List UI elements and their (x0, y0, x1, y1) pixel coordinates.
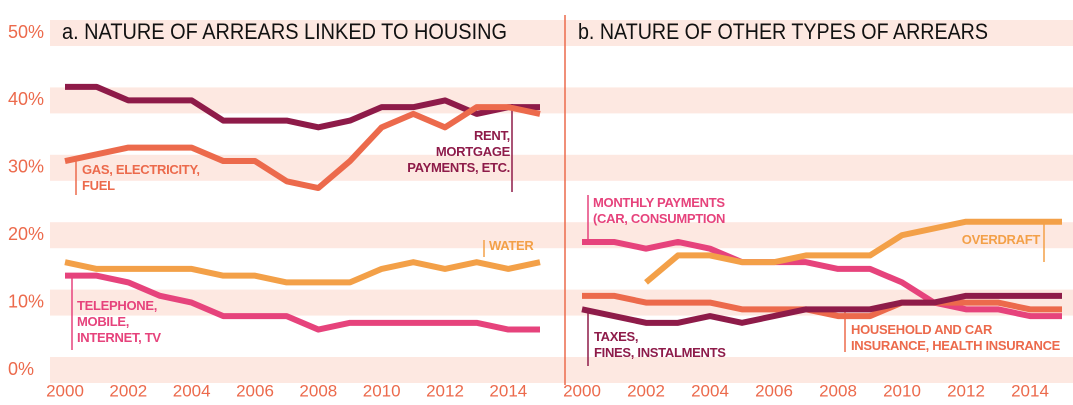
x-tick-label: 2014 (1011, 381, 1049, 400)
panel-title: b. NATURE OF OTHER TYPES OF ARREARS (578, 19, 988, 44)
grid-band (50, 357, 1073, 383)
x-tick-label: 2004 (691, 381, 729, 400)
grid-band (50, 87, 1073, 114)
series-label: TAXES, FINES, INSTALMENTS (594, 329, 726, 360)
series-label: OVERDRAFT (961, 232, 1041, 247)
y-tick-label: 0% (8, 359, 34, 379)
series-label: HOUSEHOLD AND CAR INSURANCE, HEALTH INSU… (851, 322, 1061, 353)
x-tick-label: 2002 (627, 381, 665, 400)
panel-title: a. NATURE OF ARREARS LINKED TO HOUSING (62, 19, 507, 44)
series-label: WATER (489, 238, 534, 253)
series-line (582, 292, 1062, 320)
y-tick-label: 30% (8, 157, 44, 177)
y-tick-label: 10% (8, 291, 44, 311)
series-label: MONTHLY PAYMENTS (CAR, CONSUMPTION (593, 195, 726, 226)
grid-band (50, 222, 1073, 249)
grid-band (50, 154, 1073, 181)
series-line (582, 238, 1062, 320)
x-tick-label: 2000 (46, 381, 84, 400)
x-tick-label: 2002 (109, 381, 147, 400)
x-tick-label: 2008 (819, 381, 857, 400)
grid-band (50, 20, 1073, 46)
series-line (65, 83, 540, 131)
x-tick-label: 2006 (755, 381, 793, 400)
x-tick-label: 2012 (947, 381, 985, 400)
series-label: TELEPHONE, MOBILE, INTERNET, TV (77, 298, 161, 345)
series-label: RENT, MORTGAGE PAYMENTS, ETC. (407, 128, 510, 175)
x-tick-label: 2014 (489, 381, 527, 400)
series-label: GAS, ELECTRICITY, FUEL (82, 162, 200, 193)
x-tick-label: 2010 (883, 381, 921, 400)
y-tick-label: 20% (8, 224, 44, 244)
x-tick-label: 2006 (236, 381, 274, 400)
series-line (581, 292, 1062, 326)
y-tick-label: 50% (8, 22, 44, 42)
x-tick-label: 2000 (563, 381, 601, 400)
x-tick-label: 2008 (299, 381, 337, 400)
y-tick-label: 40% (8, 89, 44, 109)
series-line (64, 259, 541, 286)
series-line (65, 272, 540, 333)
series-line (644, 218, 1062, 285)
x-tick-label: 2004 (173, 381, 211, 400)
x-tick-label: 2012 (426, 381, 464, 400)
series-line (64, 104, 541, 192)
x-tick-label: 2010 (363, 381, 401, 400)
